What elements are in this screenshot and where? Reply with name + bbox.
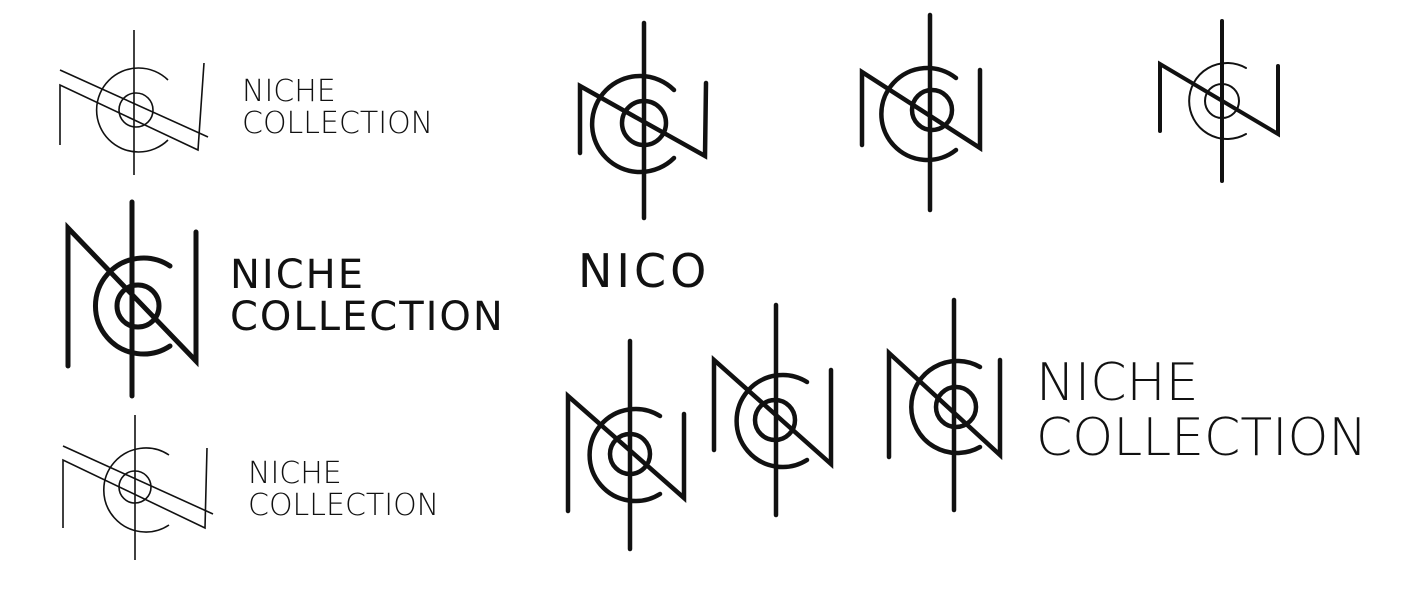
- nc-monogram-bold-icon: [65, 199, 199, 399]
- nc-monogram-bold-icon: [886, 297, 1003, 513]
- nc-monogram-standalone-icon: [565, 338, 687, 552]
- wordmark-thin-1: NICHE COLLECTION: [242, 76, 433, 139]
- nc-monogram-standalone-icon: [711, 302, 834, 518]
- nc-monogram-thin-icon: [59, 30, 209, 175]
- wordmark-line-collection: COLLECTION: [242, 105, 434, 141]
- wordmark-bold: NICHE COLLECTION: [230, 254, 505, 338]
- nc-monogram-thin-icon: [62, 415, 214, 560]
- nc-monogram-standalone-icon: [577, 20, 709, 221]
- wordmark-line-niche: NICHE: [248, 456, 342, 491]
- wordmark-line-collection: COLLECTION: [248, 487, 440, 523]
- short-name-wordmark: NICO: [578, 244, 711, 298]
- wordmark-thin-2: NICHE COLLECTION: [248, 458, 439, 521]
- wordmark-line-niche: NICHE: [230, 252, 365, 298]
- nc-monogram-standalone-icon: [1158, 19, 1280, 183]
- wordmark-line-collection: COLLECTION: [230, 294, 505, 340]
- wordmark-line-niche: NICHE: [1036, 353, 1199, 413]
- wordmark-line-niche: NICHE: [242, 74, 336, 109]
- wordmark-line-collection: COLLECTION: [1036, 407, 1368, 468]
- nc-monogram-standalone-icon: [859, 12, 983, 213]
- wordmark-large: NICHE COLLECTION: [1036, 356, 1367, 465]
